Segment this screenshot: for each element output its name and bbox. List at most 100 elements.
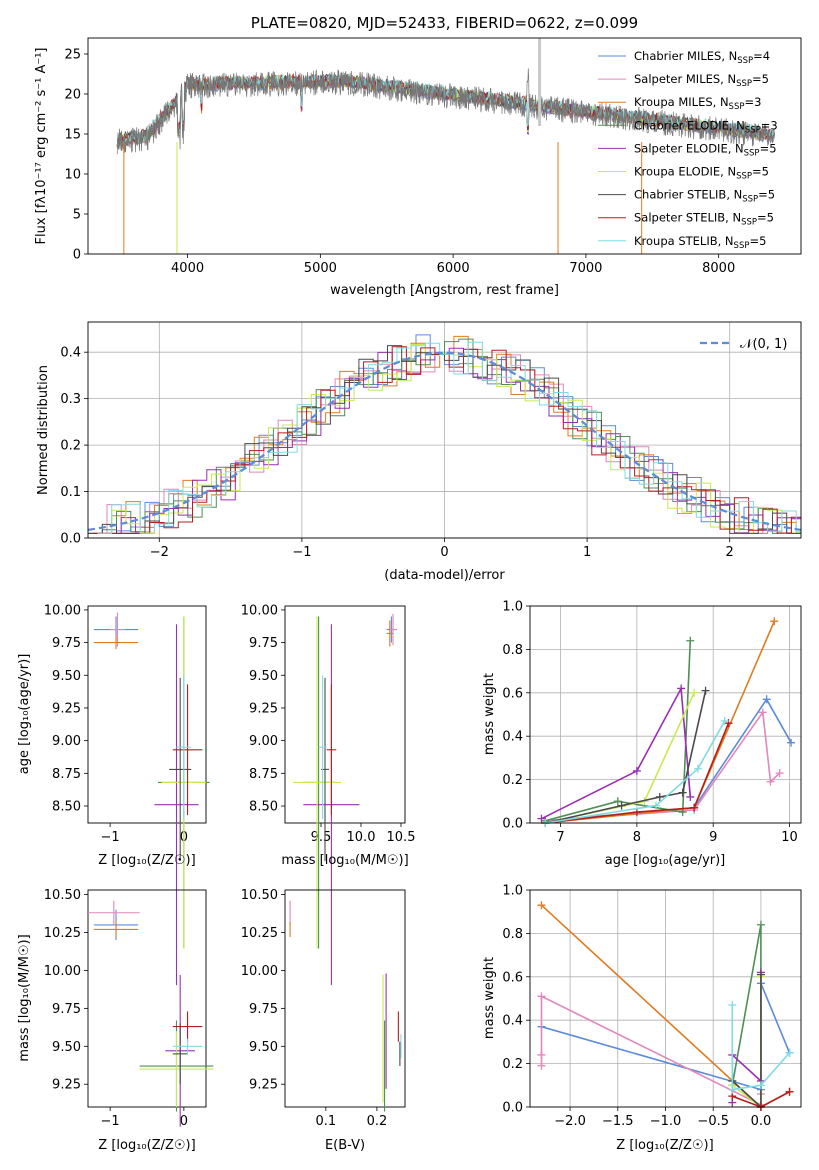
age-vs-mass-y-tick-label: 9.50	[249, 669, 278, 684]
spectrum-x-tick-label: 6000	[437, 261, 470, 276]
residual-y-tick-label: 0.4	[60, 346, 81, 361]
age-vs-z-x-label: Z [log₁₀(Z/Z☉)]	[98, 853, 195, 868]
weight-series-line	[731, 924, 762, 1107]
weight-vs-age-x-tick-label: 10	[781, 830, 798, 845]
spectrum-y-tick-label: 5	[73, 208, 81, 223]
age-vs-z-y-tick-label: 9.00	[52, 734, 81, 749]
weight-series-line	[541, 685, 692, 820]
spectrum-title: PLATE=0820, MJD=52433, FIBERID=0622, z=0…	[251, 14, 638, 32]
spectrum-x-tick-label: 5000	[304, 261, 337, 276]
legend-subscript: SSP	[734, 241, 750, 251]
weight-vs-age-x-label: age [log₁₀(age/yr)]	[605, 853, 726, 868]
weight-series-line	[545, 720, 726, 824]
mass-vs-z-y-tick-label: 10.00	[44, 964, 81, 979]
weight-marker	[756, 970, 765, 979]
weight-marker	[728, 1085, 737, 1094]
weight-marker	[686, 792, 695, 801]
mass-vs-z-x-tick-label: 0	[180, 1114, 188, 1129]
age-vs-z-y-tick-label: 9.25	[52, 701, 81, 716]
weight-series-line	[545, 692, 695, 824]
weight-marker	[537, 1061, 546, 1070]
normal-curve	[87, 351, 802, 531]
weight-vs-z-x-label: Z [log₁₀(Z/Z☉)]	[616, 1138, 713, 1153]
legend-subscript: SSP	[741, 218, 757, 228]
weight-vs-age-x-tick-label: 7	[556, 830, 564, 845]
weight-marker	[720, 717, 729, 726]
legend-subscript: SSP	[729, 102, 745, 112]
mass-vs-z-y-tick-label: 9.25	[52, 1078, 81, 1093]
residual-y-tick-label: 0.2	[60, 439, 81, 454]
legend-subscript: SSP	[736, 79, 752, 89]
age-vs-z-x-tick-label: −1	[101, 830, 120, 845]
mass-vs-ebv-y-tick-label: 9.25	[249, 1078, 278, 1093]
weight-marker	[537, 1050, 546, 1059]
weight-marker	[537, 901, 546, 910]
weight-series-line	[545, 722, 730, 824]
age-vs-mass-y-tick-label: 10.00	[241, 603, 278, 618]
age-vs-mass-y-tick-label: 9.75	[249, 636, 278, 651]
weight-vs-age-x-tick-label: 8	[633, 830, 641, 845]
weight-marker	[678, 808, 687, 817]
weight-marker	[775, 769, 784, 778]
residual-histogram	[92, 353, 801, 534]
mass-vs-z-y-tick-label: 10.25	[44, 926, 81, 941]
mass-vs-ebv-x-label: E(B-V)	[325, 1138, 365, 1153]
residual-histogram	[97, 341, 801, 534]
spectrum-axes	[87, 37, 802, 255]
weight-vs-age-y-tick-label: 0.2	[502, 773, 523, 788]
residual-x-tick-label: 2	[726, 545, 734, 560]
weight-vs-z-y-label: mass weight	[482, 957, 497, 1039]
spectrum-y-tick-label: 10	[64, 168, 81, 183]
weight-vs-z-y-tick-label: 0.4	[502, 1014, 523, 1029]
weight-vs-z-y-tick-label: 0.2	[502, 1057, 523, 1072]
legend-tail: =5	[757, 211, 774, 225]
weight-vs-z-axes	[529, 889, 802, 1108]
residual-x-tick-label: 1	[583, 545, 591, 560]
weight-vs-age-y-tick-label: 0.8	[502, 643, 523, 658]
spectrum-x-label: wavelength [Angstrom, rest frame]	[330, 283, 559, 298]
mass-vs-z-x-tick-label: −1	[101, 1114, 120, 1129]
mass-vs-z-x-label: Z [log₁₀(Z/Z☉)]	[98, 1138, 195, 1153]
legend-subscript: SSP	[737, 56, 753, 66]
weight-marker	[632, 766, 641, 775]
residual-histogram	[92, 346, 801, 534]
age-vs-z-axes	[87, 605, 207, 824]
mass-vs-z-y-label: mass [log₁₀(M/M☉)]	[17, 934, 32, 1061]
residual-x-tick-label: −2	[150, 545, 169, 560]
weight-marker	[613, 797, 622, 806]
legend-entry: Salpeter MILES, NSSP=5	[634, 72, 769, 89]
weight-marker	[785, 1048, 794, 1057]
age-vs-mass-y-tick-label: 9.25	[249, 701, 278, 716]
legend-tail: =5	[752, 165, 769, 179]
spectrum-y-tick-label: 20	[64, 88, 81, 103]
weight-vs-z-x-tick-label: −1.0	[650, 1114, 682, 1129]
weight-marker	[787, 738, 796, 747]
weight-vs-z-x-tick-label: −1.5	[602, 1114, 634, 1129]
legend-tail: =4	[753, 49, 770, 63]
legend-tail: =3	[744, 95, 761, 109]
masked-band	[538, 38, 542, 126]
weight-vs-z-x-tick-label: 0.0	[751, 1114, 772, 1129]
legend-tail: =5	[760, 141, 777, 155]
residual-x-tick-label: 0	[440, 545, 448, 560]
weight-marker	[677, 684, 686, 693]
weight-vs-z-y-tick-label: 0.6	[502, 970, 523, 985]
weight-vs-age-y-tick-label: 1.0	[502, 600, 523, 615]
weight-marker	[632, 808, 641, 817]
weight-marker	[693, 764, 702, 773]
weight-vs-z-y-tick-label: 0.0	[502, 1101, 523, 1116]
weight-vs-age-y-tick-label: 0.4	[502, 730, 523, 745]
legend-subscript: SSP	[745, 125, 761, 135]
residual-y-tick-label: 0.1	[60, 485, 81, 500]
weight-marker	[651, 801, 660, 810]
weight-vs-age-y-tick-label: 0.6	[502, 686, 523, 701]
weight-marker	[690, 688, 699, 697]
mass-vs-z-y-tick-label: 9.50	[52, 1040, 81, 1055]
weight-series-line	[545, 710, 781, 822]
weight-marker	[728, 1001, 737, 1010]
age-vs-z-y-tick-label: 8.50	[52, 800, 81, 815]
legend-entry: Chabrier MILES, NSSP=4	[634, 49, 770, 66]
legend-entry: Chabrier ELODIE, NSSP=3	[634, 118, 778, 135]
residual-axes	[87, 321, 802, 539]
